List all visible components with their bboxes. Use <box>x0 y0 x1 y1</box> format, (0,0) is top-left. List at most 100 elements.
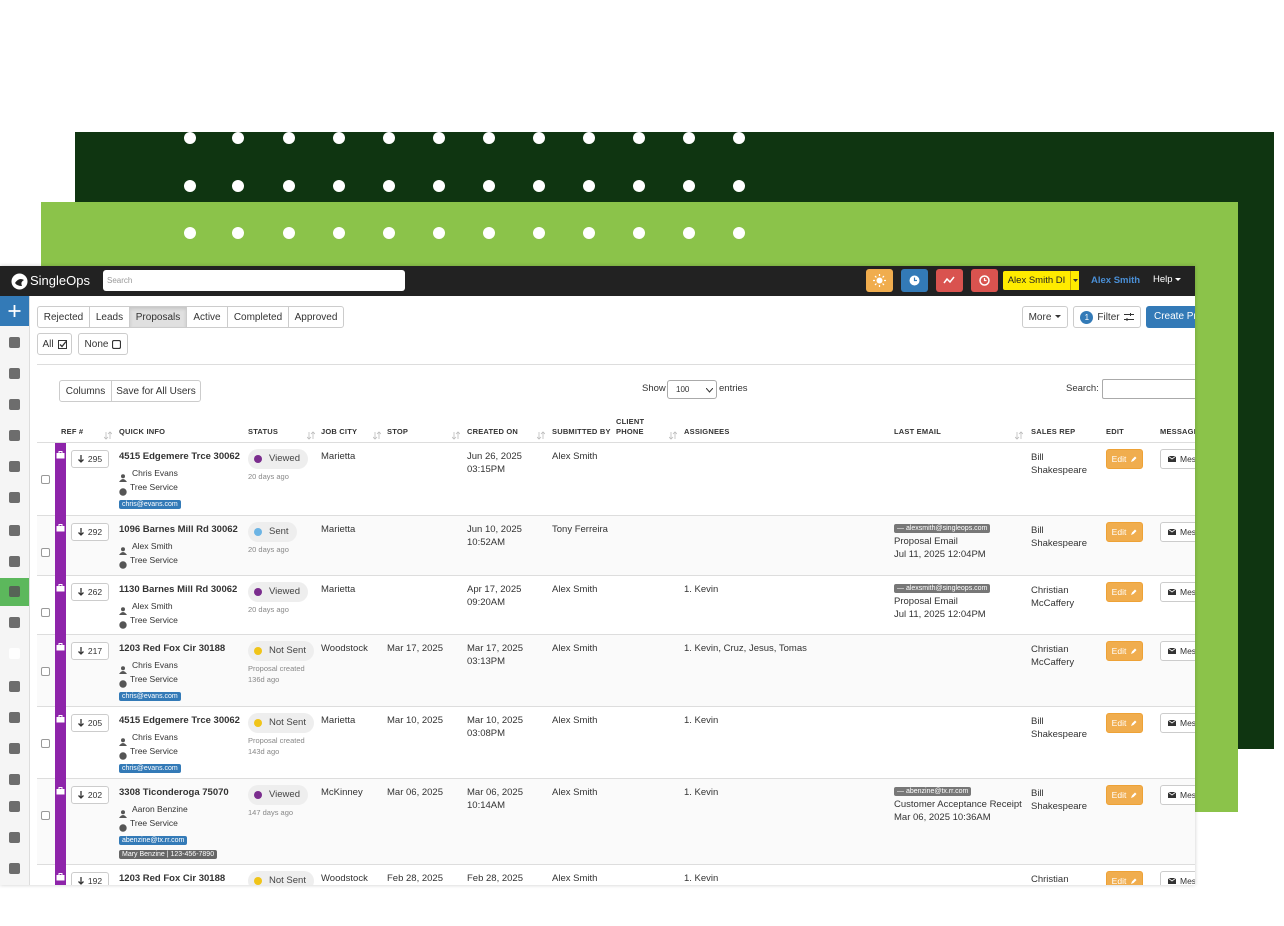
submitted-by: Tony Ferreira <box>552 524 608 535</box>
column-header: JOB CITY <box>321 427 358 436</box>
tab[interactable]: Rejected <box>37 306 90 328</box>
contact: Chris Evans <box>132 468 178 478</box>
row-checkbox[interactable] <box>41 548 50 557</box>
filter-button[interactable]: 1 Filter <box>1073 306 1141 328</box>
sidebar-icon[interactable] <box>9 430 20 441</box>
message-button[interactable]: Message <box>1160 871 1195 885</box>
edit-button[interactable]: Edit <box>1106 871 1143 885</box>
row-checkbox[interactable] <box>41 739 50 748</box>
create-button[interactable]: Create Proposal <box>1146 306 1195 328</box>
message-button[interactable]: Message <box>1160 449 1195 469</box>
table-search-label: Search: <box>1066 383 1099 394</box>
help-menu[interactable]: Help <box>1153 274 1173 285</box>
select-none[interactable]: None <box>78 333 128 355</box>
sidebar-icon[interactable] <box>9 368 20 379</box>
activity-button[interactable] <box>936 269 963 292</box>
more-button[interactable]: More <box>1022 306 1068 328</box>
ref-button[interactable]: 262 <box>71 583 109 601</box>
row-checkbox[interactable] <box>41 475 50 484</box>
dot <box>633 180 645 192</box>
sidebar-icon[interactable] <box>9 525 20 536</box>
add-button[interactable] <box>0 296 29 326</box>
ref-button[interactable]: 192 <box>71 872 109 885</box>
row <box>37 516 1195 576</box>
edit-button[interactable]: Edit <box>1106 713 1143 733</box>
sort-icon <box>1014 427 1024 440</box>
status-pill: Viewed <box>248 582 308 602</box>
address: 1096 Barnes Mill Rd 30062 <box>119 524 238 535</box>
stripe-icon <box>56 710 65 723</box>
sidebar-icon[interactable] <box>9 617 20 628</box>
sidebar-icon[interactable] <box>9 801 20 812</box>
columns-button[interactable]: Columns <box>59 380 112 402</box>
select-all[interactable]: All <box>37 333 72 355</box>
created-date: Feb 28, 2025 <box>467 873 523 884</box>
message-button[interactable]: Message <box>1160 785 1195 805</box>
sidebar-icon[interactable] <box>9 586 20 597</box>
user-button[interactable]: Alex Smith DI <box>1003 271 1070 290</box>
edit-button[interactable]: Edit <box>1106 582 1143 602</box>
dot <box>633 132 645 144</box>
user-link[interactable]: Alex Smith <box>1091 275 1141 286</box>
edit-button[interactable]: Edit <box>1106 449 1143 469</box>
tab[interactable]: Active <box>186 306 228 328</box>
history-button[interactable] <box>971 269 998 292</box>
row-checkbox[interactable] <box>41 608 50 617</box>
stripe-icon <box>56 868 65 881</box>
status-pill: Not Sent <box>248 641 314 661</box>
tab[interactable]: Approved <box>288 306 344 328</box>
globe-icon <box>119 747 127 760</box>
ref-button[interactable]: 295 <box>71 450 109 468</box>
ref-button[interactable]: 202 <box>71 786 109 804</box>
sidebar-icon[interactable] <box>9 743 20 754</box>
save-button[interactable]: Save for All Users <box>111 380 201 402</box>
search-box[interactable] <box>103 270 405 291</box>
status-note: Proposal created <box>248 736 305 745</box>
weather-button[interactable] <box>866 269 893 292</box>
ref-button[interactable]: 217 <box>71 642 109 660</box>
edit-button[interactable]: Edit <box>1106 785 1143 805</box>
message-button[interactable]: Message <box>1160 522 1195 542</box>
row-checkbox[interactable] <box>41 811 50 820</box>
dot <box>333 227 345 239</box>
sidebar-icon[interactable] <box>9 648 20 659</box>
column-header: QUICK INFO <box>119 427 166 436</box>
tab[interactable]: Proposals <box>129 306 187 328</box>
ref-button[interactable]: 205 <box>71 714 109 732</box>
sidebar-icon[interactable] <box>9 832 20 843</box>
sidebar-icon[interactable] <box>9 556 20 567</box>
sidebar-icon[interactable] <box>9 774 20 785</box>
sidebar-icon[interactable] <box>9 863 20 874</box>
sidebar-icon[interactable] <box>9 337 20 348</box>
email-tag: chris@evans.com <box>119 500 181 509</box>
message-button[interactable]: Message <box>1160 582 1195 602</box>
tab[interactable]: Leads <box>89 306 130 328</box>
tab[interactable]: Completed <box>227 306 289 328</box>
dot <box>283 132 295 144</box>
row <box>37 443 1195 516</box>
sidebar-icon[interactable] <box>9 461 20 472</box>
dot <box>383 227 395 239</box>
clock-button[interactable] <box>901 269 928 292</box>
sidebar-icon[interactable] <box>9 681 20 692</box>
message-button[interactable]: Message <box>1160 713 1195 733</box>
dot <box>733 227 745 239</box>
row-checkbox[interactable] <box>41 667 50 676</box>
globe-icon <box>119 616 127 629</box>
message-label: Message <box>1180 527 1195 537</box>
entries-select[interactable]: 100 <box>667 380 717 399</box>
table-search-box[interactable] <box>1102 379 1195 399</box>
sidebar-icon[interactable] <box>9 712 20 723</box>
last-email-date: Jul 11, 2025 12:04PM <box>894 549 986 560</box>
sidebar-icon[interactable] <box>9 399 20 410</box>
dot <box>483 227 495 239</box>
status-dot <box>254 528 262 536</box>
edit-button[interactable]: Edit <box>1106 522 1143 542</box>
service: Tree Service <box>130 555 178 565</box>
message-button[interactable]: Message <box>1160 641 1195 661</box>
sidebar-icon[interactable] <box>9 492 20 503</box>
edit-button[interactable]: Edit <box>1106 641 1143 661</box>
user-caret[interactable] <box>1070 271 1079 290</box>
submitted-by: Alex Smith <box>552 873 598 884</box>
ref-button[interactable]: 292 <box>71 523 109 541</box>
